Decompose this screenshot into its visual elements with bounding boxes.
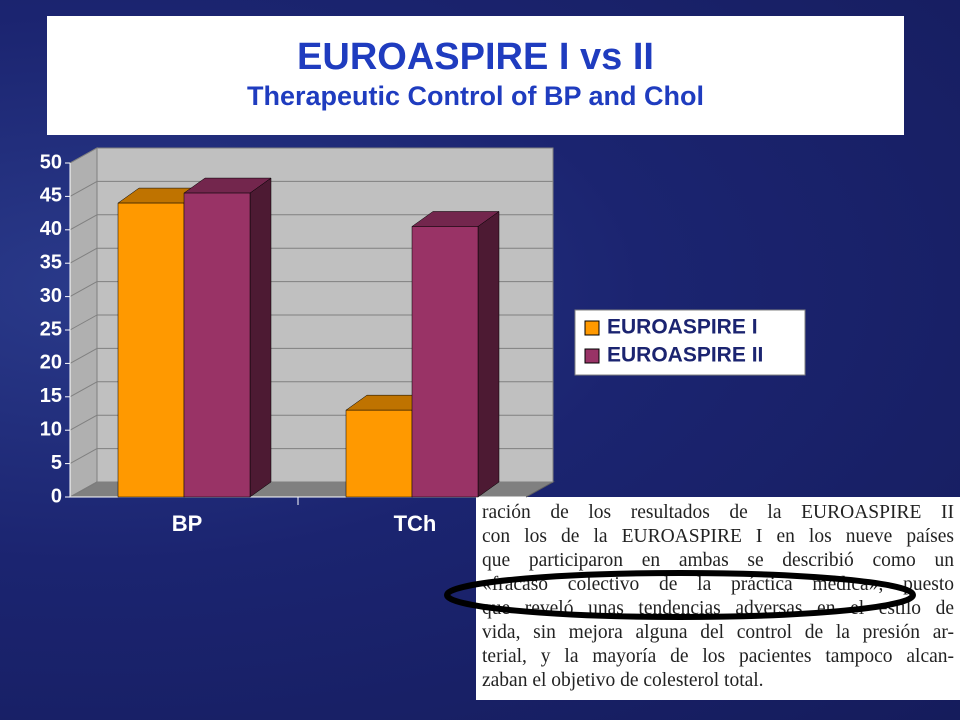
y-tick-label: 5: [51, 452, 62, 474]
x-tick-label: BP: [172, 511, 203, 536]
legend-swatch: [584, 348, 600, 364]
grid-line-side: [69, 180, 98, 197]
y-tick-label: 20: [40, 352, 62, 374]
grid-line-side: [69, 314, 98, 331]
y-tick-label: 10: [40, 418, 62, 440]
grid-line-side: [69, 414, 98, 431]
excerpt-line: con los de la EUROASPIRE I en los nueve …: [482, 526, 954, 547]
y-tick-label: 40: [40, 218, 62, 240]
y-tick-label: 35: [40, 251, 62, 273]
grid-line-side: [69, 381, 98, 398]
y-tick-label: 50: [40, 151, 62, 173]
grid-line-side: [69, 214, 98, 231]
bar: [183, 192, 251, 498]
grid-line-side: [69, 481, 98, 498]
x-tick-label: TCh: [394, 511, 437, 536]
bar: [345, 409, 413, 498]
grid-line-side: [69, 281, 98, 298]
y-tick-label: 30: [40, 285, 62, 307]
excerpt-line: ración de los resultados de la EUROASPIR…: [482, 502, 954, 523]
bar-side: [477, 210, 500, 498]
grid-line-side: [69, 147, 98, 164]
text-excerpt: ración de los resultados de la EUROASPIR…: [476, 497, 960, 700]
y-tick-label: 15: [40, 385, 62, 407]
excerpt-line: vida, sin mejora alguna del control de l…: [482, 622, 954, 643]
excerpt-line: zaban el objetivo de colesterol total.: [482, 670, 764, 691]
grid-line-side: [69, 247, 98, 264]
legend-box: [574, 309, 806, 376]
grid-line-side: [69, 347, 98, 364]
excerpt-line: terial, y la mayoría de los pacientes ta…: [482, 646, 954, 667]
grid-line-side: [69, 448, 98, 465]
y-tick-label: 45: [40, 185, 62, 207]
legend-swatch: [584, 320, 600, 336]
excerpt-line: que participaron en ambas se describió c…: [482, 550, 954, 571]
y-tick-label: 25: [40, 318, 62, 340]
legend-label: EUROASPIRE I: [607, 316, 758, 339]
bar: [117, 202, 185, 498]
y-tick-label: 0: [51, 485, 62, 507]
title-box: EUROASPIRE I vs II Therapeutic Control o…: [47, 16, 904, 135]
legend-label: EUROASPIRE II: [607, 344, 763, 367]
bar: [411, 226, 479, 498]
chart-subtitle: Therapeutic Control of BP and Chol: [246, 81, 704, 111]
bar-side: [249, 177, 272, 498]
chart-title: EUROASPIRE I vs II: [297, 36, 654, 78]
annotation-ellipse: [444, 570, 916, 620]
